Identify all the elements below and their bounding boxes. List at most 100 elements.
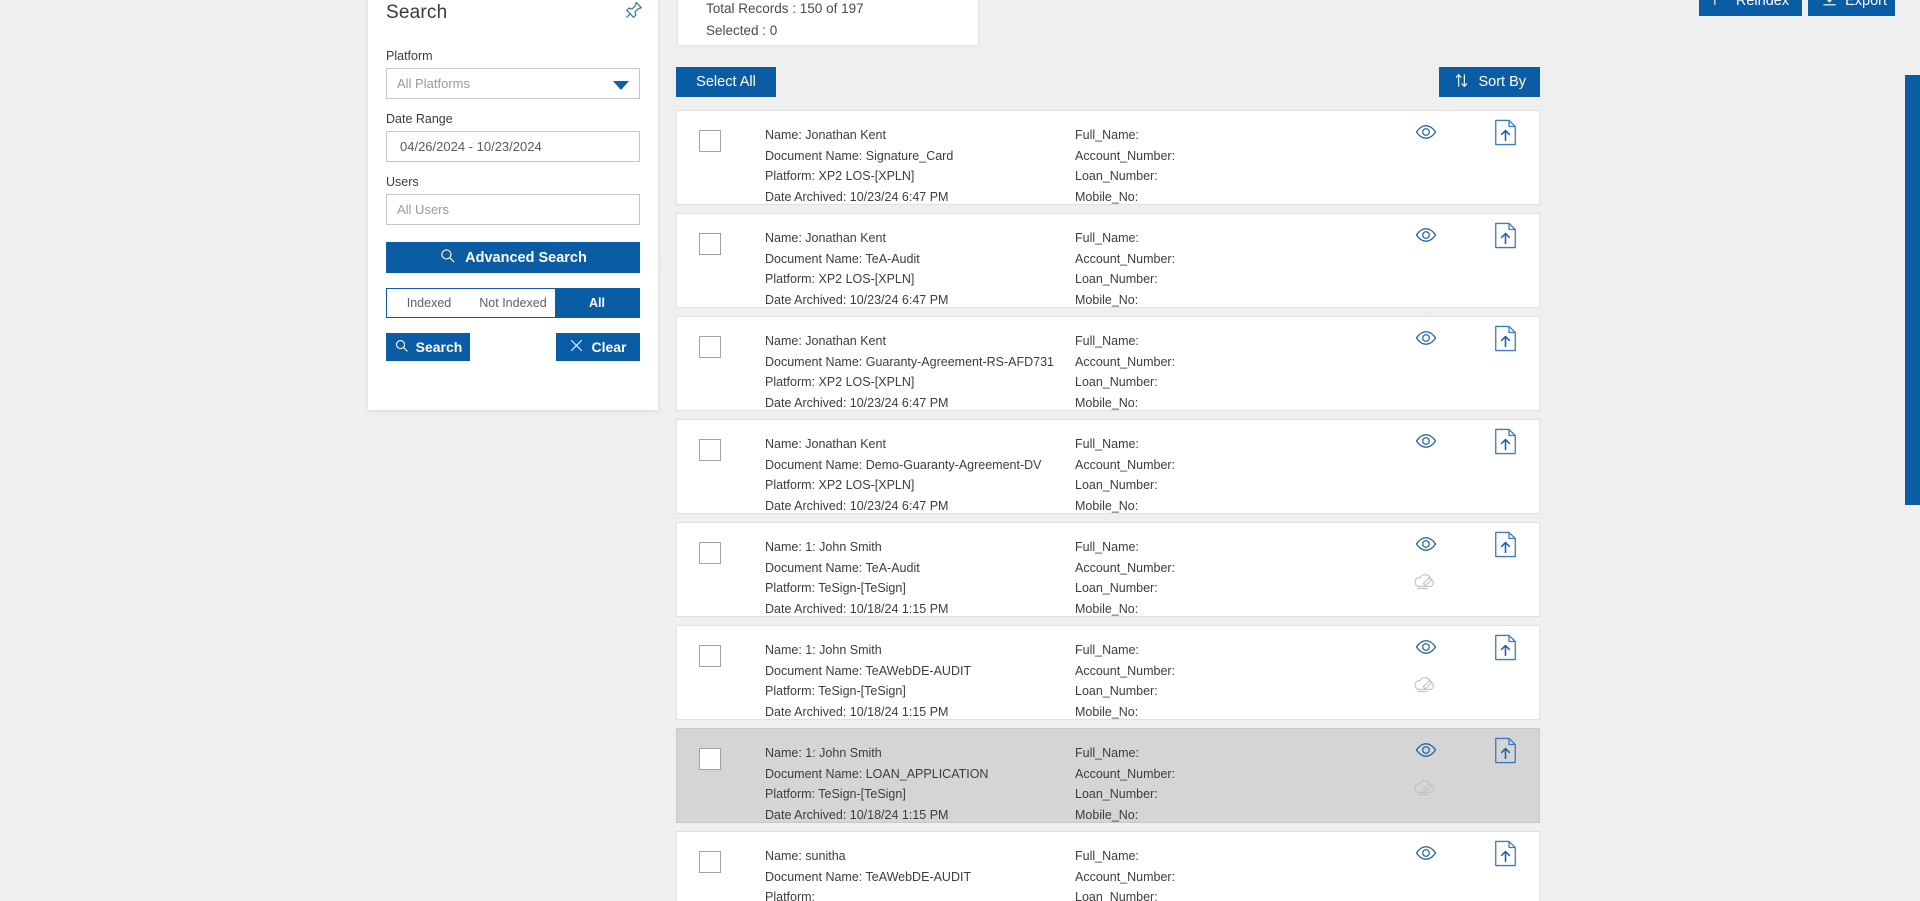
row-document_name: Document Name: TeAWebDE-AUDIT (765, 869, 972, 884)
search-panel: Search Platform All Platforms Date Range… (368, 0, 658, 410)
eye-icon[interactable] (1415, 121, 1437, 148)
row-name: Name: 1: John Smith (765, 746, 882, 760)
document-upload-icon[interactable] (1494, 840, 1517, 872)
row-account_number: Account_Number: (1075, 354, 1176, 369)
platform-field-block: Platform All Platforms (368, 49, 658, 99)
row-mobile_no: Mobile_No: (1075, 498, 1139, 513)
select-all-button[interactable]: Select All (676, 67, 776, 97)
row-actions (1407, 840, 1517, 901)
row-loan_number: Loan_Number: (1075, 272, 1158, 286)
row-checkbox[interactable] (699, 542, 721, 564)
row-actions (1407, 325, 1517, 399)
row-checkbox[interactable] (699, 748, 721, 770)
row-date_archived: Date Archived: 10/18/24 1:15 PM (765, 807, 949, 822)
table-row[interactable]: Name: Jonathan Kent Document Name: Signat… (676, 110, 1540, 205)
eye-icon[interactable] (1415, 636, 1437, 663)
record-list[interactable]: Name: Jonathan Kent Document Name: Signat… (676, 110, 1540, 901)
search-button[interactable]: Search (386, 333, 470, 361)
row-checkbox[interactable] (699, 439, 721, 461)
row-mobile_no: Mobile_No: (1075, 807, 1139, 822)
row-date_archived: Date Archived: 10/23/24 6:47 PM (765, 498, 949, 513)
page-title: Search (386, 2, 448, 23)
eye-icon[interactable] (1415, 327, 1437, 354)
date-range-input[interactable]: 04/26/2024 - 10/23/2024 (386, 131, 640, 162)
right-strip (1895, 0, 1905, 901)
eye-icon[interactable] (1415, 739, 1437, 766)
sort-by-button[interactable]: Sort By (1439, 67, 1540, 97)
users-input[interactable]: All Users (386, 194, 640, 225)
search-panel-header: Search (368, 0, 658, 36)
reindex-label: Reindex (1735, 0, 1790, 9)
eye-icon[interactable] (1415, 224, 1437, 251)
row-platform: Platform: TeSign-[TeSign] (765, 581, 906, 595)
document-upload-icon[interactable] (1494, 531, 1517, 563)
row-primary-fields: Name: sunitha Document Name: TeAWebDE-AUD… (765, 846, 1075, 901)
top-actions-bar: Reindex Export (1698, 0, 1900, 16)
document-upload-icon[interactable] (1494, 325, 1517, 357)
tab-indexed[interactable]: Indexed (387, 289, 471, 317)
table-row[interactable]: Name: 1: John Smith Document Name: LOAN_A… (676, 728, 1540, 823)
row-document_name: Document Name: Guaranty-Agreement-RS-AFD… (765, 354, 1055, 369)
table-row[interactable]: Name: 1: John Smith Document Name: TeA-Au… (676, 522, 1540, 617)
document-upload-icon[interactable] (1494, 119, 1517, 151)
row-platform: Platform: XP2 LOS-[XPLN] (765, 478, 915, 492)
row-actions (1407, 119, 1517, 193)
row-full_name: Full_Name: (1075, 437, 1139, 451)
sort-updown-icon (1453, 72, 1470, 93)
row-checkbox[interactable] (699, 851, 721, 873)
table-row[interactable]: Name: Jonathan Kent Document Name: TeA-Au… (676, 213, 1540, 308)
document-upload-icon[interactable] (1494, 634, 1517, 666)
left-gutter (0, 0, 368, 901)
date-range-label: Date Range (386, 112, 453, 126)
eye-icon[interactable] (1415, 842, 1437, 869)
row-account_number: Account_Number: (1075, 766, 1176, 781)
row-secondary-fields: Full_Name: Account_Number: Loan_Number: Mob… (1075, 228, 1335, 310)
table-row[interactable]: Name: sunitha Document Name: TeAWebDE-AUD… (676, 831, 1540, 901)
row-date_archived: Date Archived: 10/23/24 6:47 PM (765, 395, 949, 410)
row-checkbox[interactable] (699, 645, 721, 667)
row-loan_number: Loan_Number: (1075, 478, 1158, 492)
row-checkbox[interactable] (699, 336, 721, 358)
row-actions (1407, 634, 1517, 708)
platform-label: Platform (386, 49, 433, 63)
clear-button[interactable]: Clear (556, 333, 640, 361)
row-primary-fields: Name: Jonathan Kent Document Name: Signat… (765, 125, 1075, 207)
row-document_name: Document Name: TeA-Audit (765, 251, 920, 266)
row-platform: Platform: XP2 LOS-[XPLN] (765, 169, 915, 183)
row-full_name: Full_Name: (1075, 334, 1139, 348)
page-scrollbar-thumb[interactable] (1905, 75, 1920, 505)
row-loan_number: Loan_Number: (1075, 684, 1158, 698)
row-actions (1407, 222, 1517, 296)
table-row[interactable]: Name: 1: John Smith Document Name: TeAWeb… (676, 625, 1540, 720)
document-upload-icon[interactable] (1494, 737, 1517, 769)
chevron-down-icon[interactable] (613, 80, 629, 90)
list-toolbar: Select All Sort By (676, 67, 1540, 97)
row-name: Name: Jonathan Kent (765, 128, 886, 142)
page-scrollbar-track[interactable] (1905, 0, 1920, 901)
table-row[interactable]: Name: Jonathan Kent Document Name: Guaran… (676, 316, 1540, 411)
platform-select[interactable]: All Platforms (386, 68, 640, 99)
table-row[interactable]: Name: Jonathan Kent Document Name: Demo-G… (676, 419, 1540, 514)
row-checkbox[interactable] (699, 130, 721, 152)
pushpin-icon[interactable] (622, 0, 644, 22)
document-upload-icon[interactable] (1494, 428, 1517, 460)
tab-not-indexed-label: Not Indexed (479, 296, 547, 310)
row-loan_number: Loan_Number: (1075, 890, 1158, 901)
eye-icon[interactable] (1415, 430, 1437, 457)
document-upload-icon[interactable] (1494, 222, 1517, 254)
export-button[interactable]: Export (1808, 0, 1900, 16)
row-name: Name: Jonathan Kent (765, 231, 886, 245)
search-button-label: Search (415, 339, 463, 355)
reindex-arrow-icon (1712, 0, 1729, 12)
tab-not-indexed[interactable]: Not Indexed (471, 289, 555, 317)
reindex-button[interactable]: Reindex (1698, 0, 1803, 16)
tab-all[interactable]: All (555, 289, 639, 317)
row-date_archived: Date Archived: 10/23/24 6:47 PM (765, 292, 949, 307)
advanced-search-button[interactable]: Advanced Search (386, 242, 640, 273)
row-document_name: Document Name: TeAWebDE-AUDIT (765, 663, 972, 678)
row-checkbox[interactable] (699, 233, 721, 255)
row-document_name: Document Name: LOAN_APPLICATION (765, 766, 989, 781)
eye-icon[interactable] (1415, 533, 1437, 560)
row-primary-fields: Name: 1: John Smith Document Name: TeAWeb… (765, 640, 1075, 722)
